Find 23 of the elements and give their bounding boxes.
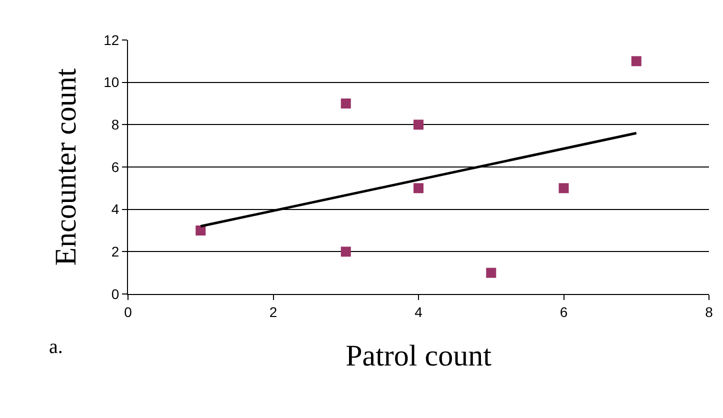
point	[558, 183, 569, 194]
y-tick-label: 6	[111, 158, 120, 175]
point	[340, 98, 351, 108]
point	[196, 226, 206, 236]
y-axis-title: Encounter count	[50, 68, 83, 266]
x-axis-title: Patrol count	[346, 339, 492, 372]
y-tick-label: 4	[111, 201, 120, 218]
point	[486, 268, 496, 278]
x-tick-label: 8	[705, 304, 714, 320]
y-tick-label: 12	[104, 32, 120, 48]
x-tick-label: 2	[269, 304, 278, 320]
y-tick-label: 8	[111, 116, 120, 133]
text: a.	[49, 336, 63, 358]
y-tick-label: 2	[111, 244, 120, 260]
y-tick-label: 0	[111, 286, 120, 302]
x-tick-label: 0	[124, 304, 132, 320]
point	[414, 120, 424, 130]
point	[631, 56, 642, 66]
x-tick-label: 4	[414, 304, 423, 320]
y-tick-label: 10	[104, 74, 120, 90]
x-tick-label: 6	[560, 304, 568, 320]
point	[340, 246, 351, 257]
point	[414, 183, 424, 194]
